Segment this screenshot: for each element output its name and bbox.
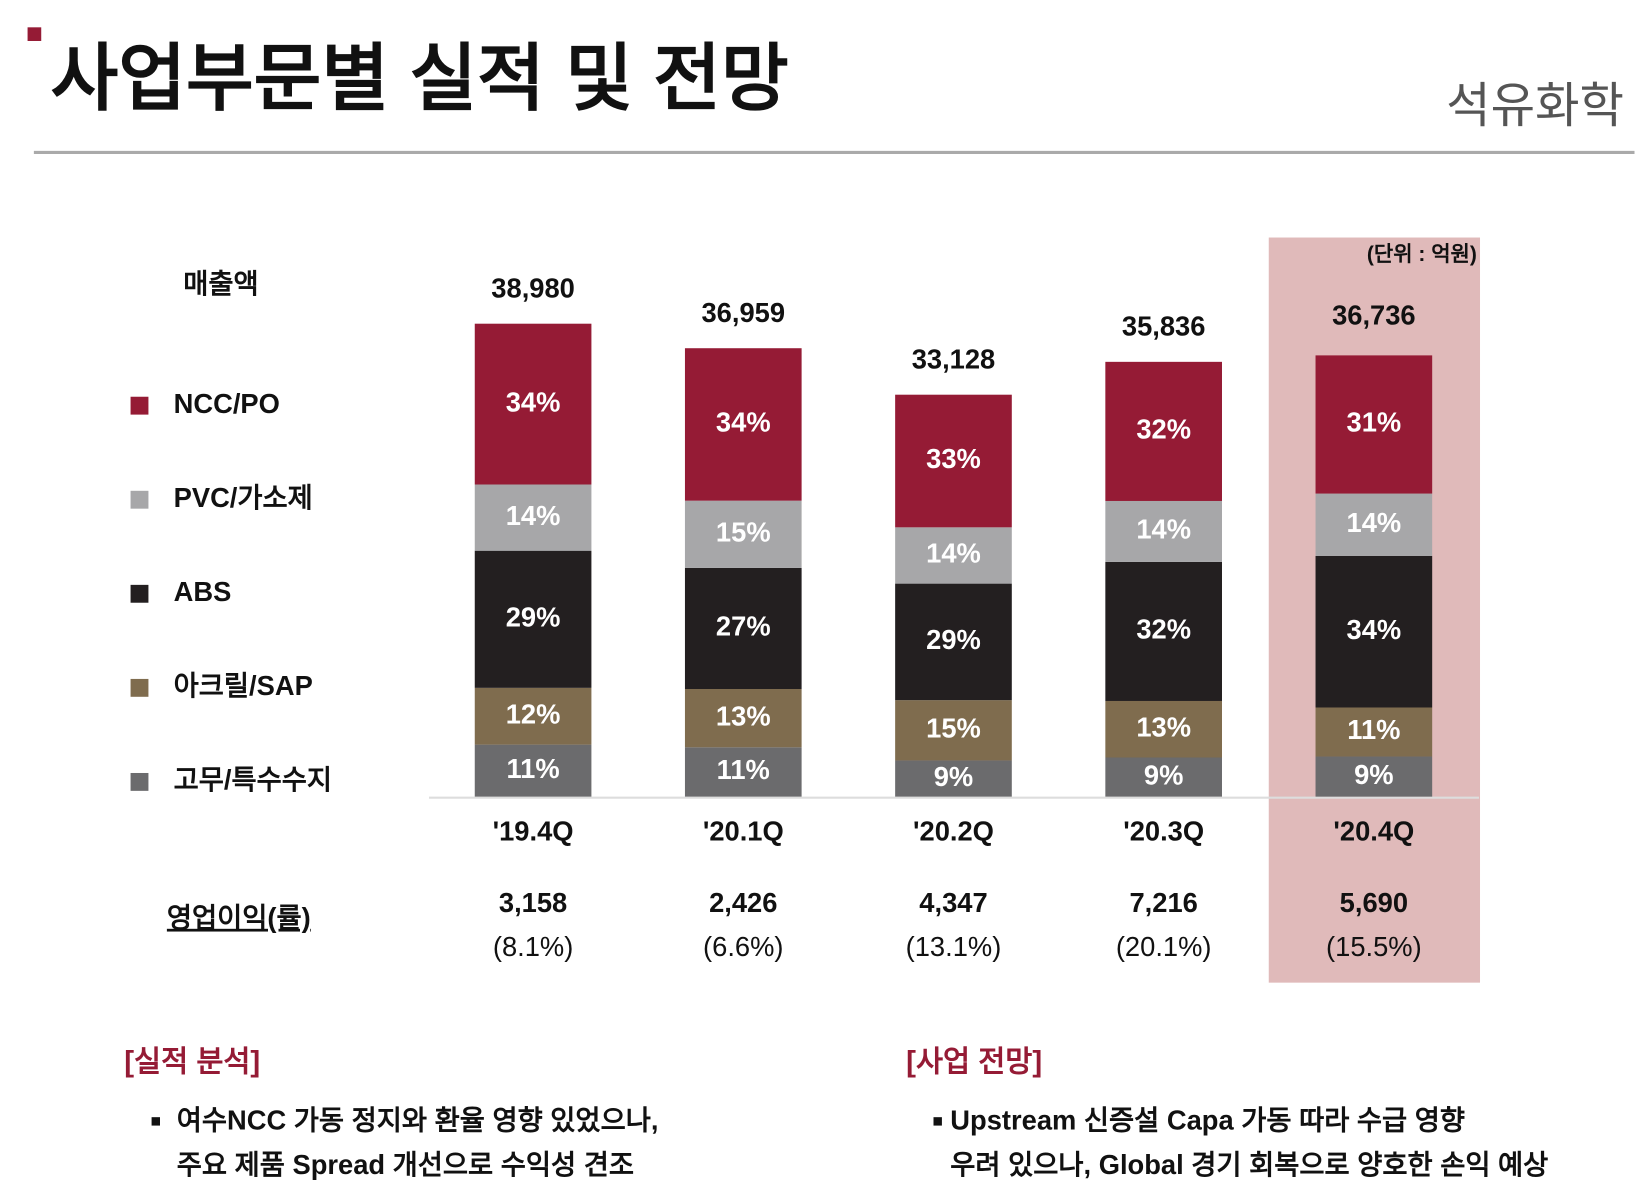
x-tick-label: '19.4Q <box>493 816 574 847</box>
note-heading: [사업 전망] <box>906 1045 1042 1078</box>
x-tick-label: '20.3Q <box>1123 816 1204 847</box>
total-value: 36,959 <box>702 297 786 328</box>
x-tick-label: '20.2Q <box>913 816 994 847</box>
segment-label: 11% <box>1347 714 1400 745</box>
bar-segment <box>684 747 802 797</box>
profit-rate: (8.1%) <box>493 931 573 962</box>
profit-value: 3,158 <box>499 887 567 918</box>
bar-segment <box>1105 500 1222 562</box>
bar-segment <box>895 760 1012 797</box>
segment-label: 31% <box>1347 407 1402 438</box>
legend-label: PVC/가소제 <box>174 482 313 513</box>
bar-segment <box>895 700 1012 761</box>
bar-segment <box>1105 757 1222 797</box>
note-bullet <box>933 1117 942 1126</box>
bar-segment <box>1105 700 1222 758</box>
note-heading: [실적 분석] <box>124 1045 260 1078</box>
profit-value: 2,426 <box>709 887 777 918</box>
segment-label: 13% <box>1136 711 1191 742</box>
bar-segment <box>1315 493 1433 556</box>
profit-value: 5,690 <box>1340 887 1408 918</box>
legend-label: 고무/특수수지 <box>174 764 332 795</box>
segment-label: 13% <box>716 700 771 731</box>
slide-subtitle: 석유화학 <box>1446 79 1624 133</box>
bar-segment <box>1315 555 1433 708</box>
note-bullet <box>151 1117 160 1126</box>
bar-segment <box>474 484 592 551</box>
legend-swatch <box>130 772 149 791</box>
bar-segment <box>684 689 802 748</box>
legend-label: 아크릴/SAP <box>174 670 313 701</box>
legend-swatch <box>130 396 149 415</box>
legend-swatch <box>130 490 149 509</box>
bar-segment <box>1105 561 1222 701</box>
total-value: 33,128 <box>912 343 996 374</box>
total-value: 35,836 <box>1122 310 1206 341</box>
bar-segment <box>895 394 1012 528</box>
x-tick-label: '20.4Q <box>1333 816 1414 847</box>
profit-rate: (6.6%) <box>703 931 783 962</box>
segment-label: 32% <box>1136 614 1191 645</box>
x-tick-label: '20.1Q <box>703 816 784 847</box>
legend-label: ABS <box>174 576 232 607</box>
bar-segment <box>684 500 802 568</box>
bar-segment <box>684 567 802 690</box>
profit-value: 4,347 <box>919 887 987 918</box>
profit-label: 영업이익(률) <box>167 902 311 933</box>
title-marker <box>27 27 42 41</box>
bar-segment <box>474 323 592 485</box>
segment-label: 11% <box>507 753 560 784</box>
segment-label: 32% <box>1136 414 1191 445</box>
bar-segment <box>684 348 802 501</box>
legend-swatch <box>130 584 149 603</box>
bar-segment <box>1315 707 1433 757</box>
segment-label: 14% <box>1136 514 1191 545</box>
legend-label: NCC/PO <box>174 388 280 419</box>
segment-label: 34% <box>1347 614 1402 645</box>
profit-rate: (13.1%) <box>906 931 1002 962</box>
total-label: 매출액 <box>183 268 258 299</box>
profit-rate: (15.5%) <box>1326 931 1422 962</box>
bar-segment <box>1315 355 1433 494</box>
profit-rate: (20.1%) <box>1116 931 1212 962</box>
profit-value: 7,216 <box>1129 887 1197 918</box>
segment-label: 29% <box>926 624 981 655</box>
note-line: Upstream 신증설 Capa 가동 따라 수급 영향 <box>950 1105 1465 1136</box>
segment-label: 14% <box>1347 507 1402 538</box>
bar-segment <box>895 527 1012 584</box>
segment-label: 34% <box>716 407 771 438</box>
bar-segment <box>1105 361 1222 501</box>
bar-segment <box>474 550 592 688</box>
segment-label: 15% <box>926 713 981 744</box>
note-line: 주요 제품 Spread 개선으로 수익성 견조 <box>177 1149 634 1180</box>
total-value: 38,980 <box>491 272 575 303</box>
segment-label: 11% <box>717 754 770 785</box>
segment-label: 34% <box>506 386 561 417</box>
segment-label: 9% <box>934 761 973 792</box>
slide-title: 사업부문별 실적 및 전망 <box>51 37 789 120</box>
note-line: 우려 있으나, Global 경기 회복으로 양호한 손익 예상 <box>950 1149 1548 1180</box>
segment-label: 29% <box>506 602 561 633</box>
total-value: 36,736 <box>1332 300 1416 331</box>
segment-label: 27% <box>716 611 771 642</box>
segment-label: 33% <box>926 443 981 474</box>
bar-segment <box>474 744 592 797</box>
bar-segment <box>895 583 1012 701</box>
segment-label: 14% <box>506 500 561 531</box>
segment-label: 9% <box>1144 759 1183 790</box>
segment-label: 14% <box>926 538 981 569</box>
bar-segment <box>474 687 592 745</box>
note-line: 여수NCC 가동 정지와 환율 영향 있었으나, <box>177 1105 659 1136</box>
bar-segment <box>1315 756 1433 797</box>
segment-label: 9% <box>1354 759 1393 790</box>
unit-label: (단위 : 억원) <box>1367 243 1477 266</box>
segment-label: 15% <box>716 517 771 548</box>
legend-swatch <box>130 678 149 697</box>
segment-label: 12% <box>506 698 561 729</box>
